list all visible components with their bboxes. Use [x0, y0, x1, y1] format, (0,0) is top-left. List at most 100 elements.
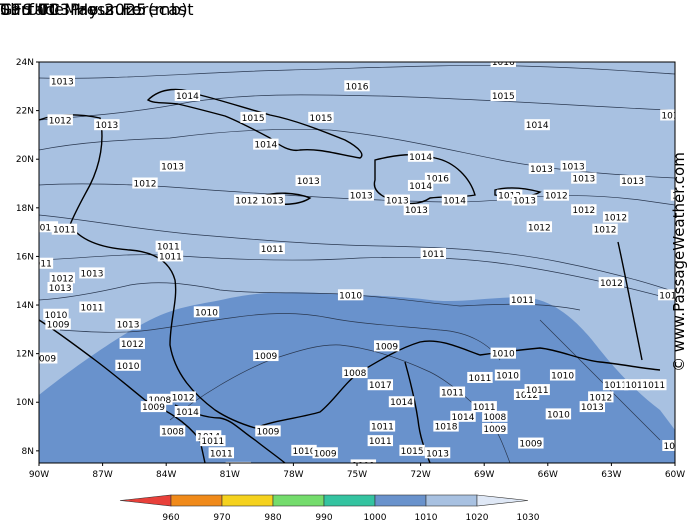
- isobar-label: 1018: [433, 420, 459, 433]
- svg-text:1013: 1013: [405, 206, 428, 216]
- svg-text:1012: 1012: [235, 197, 258, 207]
- svg-text:1013: 1013: [81, 269, 104, 279]
- svg-text:1010: 1010: [293, 447, 316, 457]
- svg-text:1010: 1010: [45, 311, 68, 321]
- isobar-label: 1012: [602, 211, 629, 224]
- svg-text:1009: 1009: [375, 342, 398, 352]
- svg-text:1014: 1014: [409, 182, 432, 192]
- isobar-label: 1014: [660, 109, 675, 121]
- svg-text:1014: 1014: [390, 398, 413, 408]
- isobar-label: 1013: [560, 160, 586, 173]
- isobar-label: 1009: [312, 447, 338, 459]
- svg-text:1011: 1011: [526, 386, 549, 396]
- svg-text:1008: 1008: [343, 369, 366, 379]
- svg-text:1013: 1013: [261, 197, 284, 207]
- isobar-label: 1011: [524, 384, 550, 396]
- svg-text:1009: 1009: [314, 449, 337, 459]
- isobar-label: 1013: [511, 194, 538, 207]
- isobar-label: 1009: [45, 318, 71, 330]
- svg-text:1012: 1012: [589, 393, 612, 403]
- lat-tick-label: 8N: [22, 447, 34, 457]
- cuba-coast: [146, 88, 363, 159]
- svg-text:1013: 1013: [426, 449, 449, 459]
- svg-text:1014: 1014: [443, 197, 466, 207]
- isobar-label: 1012: [526, 221, 553, 233]
- isobar-label: 1013: [159, 160, 186, 173]
- svg-text:1011: 1011: [469, 374, 492, 384]
- isobar-label: 1012: [598, 277, 625, 289]
- isobar-label: 1013: [619, 175, 646, 187]
- lesser-antilles-coast: [617, 241, 643, 361]
- svg-text:1013: 1013: [117, 320, 140, 330]
- svg-text:1011: 1011: [201, 437, 224, 447]
- svg-text:1012: 1012: [51, 274, 74, 284]
- svg-text:1016: 1016: [492, 58, 515, 68]
- pacific-coast: [39, 319, 206, 463]
- isobar-label: 1009: [482, 422, 508, 435]
- svg-text:1014: 1014: [526, 121, 549, 131]
- isobar-label: 1015: [308, 111, 334, 124]
- svg-text:1013: 1013: [513, 197, 536, 207]
- lon-tick-label: 69W: [474, 470, 494, 480]
- latitude-labels: 24N 22N 20N 18N 16N 14N 12N 10N 8N: [16, 58, 39, 457]
- isobar-label: 1011: [39, 221, 59, 233]
- svg-text:1010: 1010: [496, 372, 519, 382]
- isobar-label: 1012: [571, 204, 597, 216]
- forecast-date: Thu 01 May 2025: [0, 0, 147, 19]
- svg-text:1013: 1013: [51, 77, 74, 87]
- isobar-label: 1011: [367, 435, 394, 447]
- svg-text:1010: 1010: [551, 372, 574, 382]
- isobar-label: 1012: [592, 223, 618, 236]
- isobar-label: 1012: [496, 189, 523, 202]
- svg-text:1012: 1012: [572, 206, 595, 216]
- svg-text:1013: 1013: [49, 284, 72, 294]
- lat-tick-label: 10N: [16, 398, 34, 408]
- lat-tick-label: 22N: [16, 107, 34, 117]
- isobar-label: 1014: [388, 396, 415, 408]
- svg-text:1012: 1012: [121, 340, 144, 350]
- lon-tick-label: 75W: [347, 470, 367, 480]
- isobar-label: 1010: [291, 444, 317, 457]
- isobar-label: 1012: [658, 289, 682, 301]
- isobar-label: 1013: [115, 318, 141, 330]
- isobar-label: 1012: [119, 337, 145, 350]
- isobar-label: 1014: [253, 138, 279, 151]
- lon-tick-label: 63W: [601, 470, 621, 480]
- colorbar-label: 1020: [466, 513, 489, 523]
- svg-text:1011: 1011: [371, 423, 394, 433]
- svg-text:1010: 1010: [547, 410, 570, 420]
- isobar-label: 1012: [234, 194, 260, 207]
- svg-text:1013: 1013: [297, 177, 320, 187]
- isobar-label: 1010: [115, 359, 141, 372]
- isobar-label: 1012: [47, 114, 73, 126]
- isobar-label: 1009: [225, 461, 251, 463]
- colorbar-label: 960: [162, 513, 179, 523]
- colorbar-swatch: [170, 494, 223, 507]
- isobar-label: 1011: [369, 420, 396, 433]
- isobar-label: 1010: [43, 308, 69, 321]
- colorbar-label: 1030: [517, 513, 540, 523]
- svg-text:1014: 1014: [409, 153, 432, 163]
- svg-text:1009: 1009: [257, 427, 280, 437]
- colorbar-label: 990: [315, 513, 332, 523]
- isobar-label: 1011: [471, 401, 497, 413]
- colorbar-swatch: [119, 494, 172, 507]
- svg-text:1013: 1013: [95, 121, 118, 131]
- svg-text:1009: 1009: [352, 461, 375, 471]
- isobar-label: 1014: [174, 405, 201, 418]
- lon-tick-label: 78W: [283, 470, 303, 480]
- svg-text:1012: 1012: [600, 279, 623, 289]
- colorbar-swatch: [476, 494, 529, 507]
- isobar-label: 1014: [524, 119, 550, 131]
- svg-text:1011: 1011: [81, 303, 104, 313]
- svg-text:1013: 1013: [386, 197, 409, 207]
- svg-text:1012: 1012: [134, 180, 157, 190]
- svg-text:1013: 1013: [621, 177, 644, 187]
- svg-text:1012: 1012: [659, 291, 682, 301]
- svg-text:1012: 1012: [594, 226, 617, 236]
- credit-watermark: © www.PassageWeather.com: [670, 152, 688, 372]
- isobar-label: 009: [39, 352, 58, 364]
